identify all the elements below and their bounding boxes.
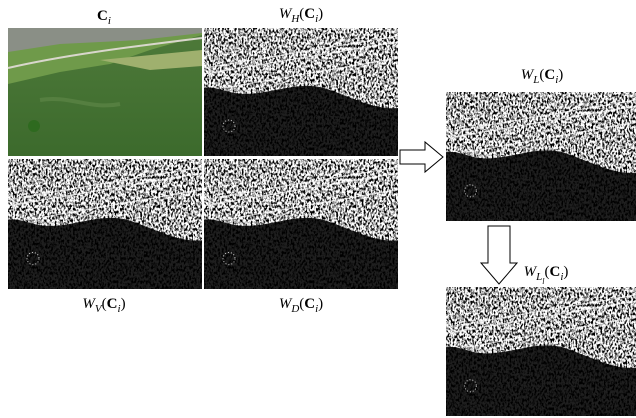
wavelet-panel bbox=[446, 92, 636, 221]
label-segment: L bbox=[535, 271, 542, 283]
label-segment: ) bbox=[121, 296, 126, 312]
down-arrow bbox=[481, 226, 517, 284]
photo-panel bbox=[8, 28, 202, 156]
label-segment: C bbox=[549, 264, 560, 280]
panel-label: Ci bbox=[97, 8, 111, 27]
label-segment: ) bbox=[563, 264, 568, 280]
label-segment: C bbox=[544, 67, 555, 83]
panel-label: WH(Ci) bbox=[279, 6, 323, 25]
label-segment: C bbox=[304, 6, 315, 22]
label-segment: ) bbox=[318, 6, 323, 22]
panel-label: WL(Ci) bbox=[521, 67, 564, 86]
label-segment: D bbox=[290, 303, 299, 315]
label-segment: C bbox=[107, 296, 118, 312]
panel-label: WLl(Ci) bbox=[524, 264, 569, 286]
right-arrow bbox=[400, 142, 443, 172]
figure: Ci WH(Ci) WV(Ci) WD(Ci) WL(Ci) WLl(Ci) bbox=[0, 0, 636, 418]
panel-label: WV(Ci) bbox=[82, 296, 125, 315]
label-segment: C bbox=[304, 296, 315, 312]
label-segment: C bbox=[97, 8, 108, 24]
wavelet-panel bbox=[8, 159, 202, 289]
label-segment: L bbox=[532, 74, 539, 86]
wavelet-panel bbox=[204, 28, 398, 156]
label-segment: i bbox=[108, 15, 111, 27]
wavelet-panel bbox=[204, 159, 398, 289]
panel-label: WD(Ci) bbox=[279, 296, 323, 315]
wavelet-panel bbox=[446, 287, 636, 416]
label-segment: ) bbox=[318, 296, 323, 312]
label-segment: ) bbox=[558, 67, 563, 83]
